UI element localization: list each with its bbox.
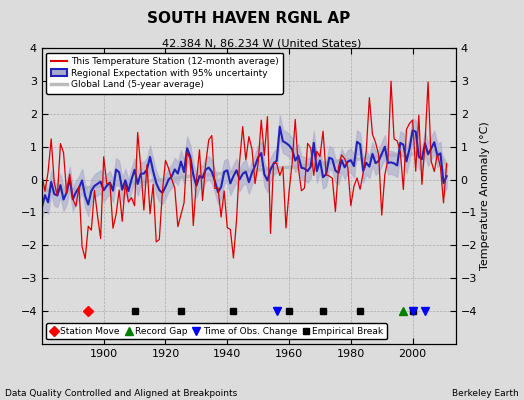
- Y-axis label: Temperature Anomaly (°C): Temperature Anomaly (°C): [480, 122, 490, 270]
- Title: SOUTH HAVEN RGNL AP: SOUTH HAVEN RGNL AP: [147, 11, 351, 26]
- Text: 42.384 N, 86.234 W (United States): 42.384 N, 86.234 W (United States): [162, 38, 362, 48]
- Text: Data Quality Controlled and Aligned at Breakpoints: Data Quality Controlled and Aligned at B…: [5, 389, 237, 398]
- Text: Berkeley Earth: Berkeley Earth: [452, 389, 519, 398]
- Legend: Station Move, Record Gap, Time of Obs. Change, Empirical Break: Station Move, Record Gap, Time of Obs. C…: [47, 323, 387, 340]
